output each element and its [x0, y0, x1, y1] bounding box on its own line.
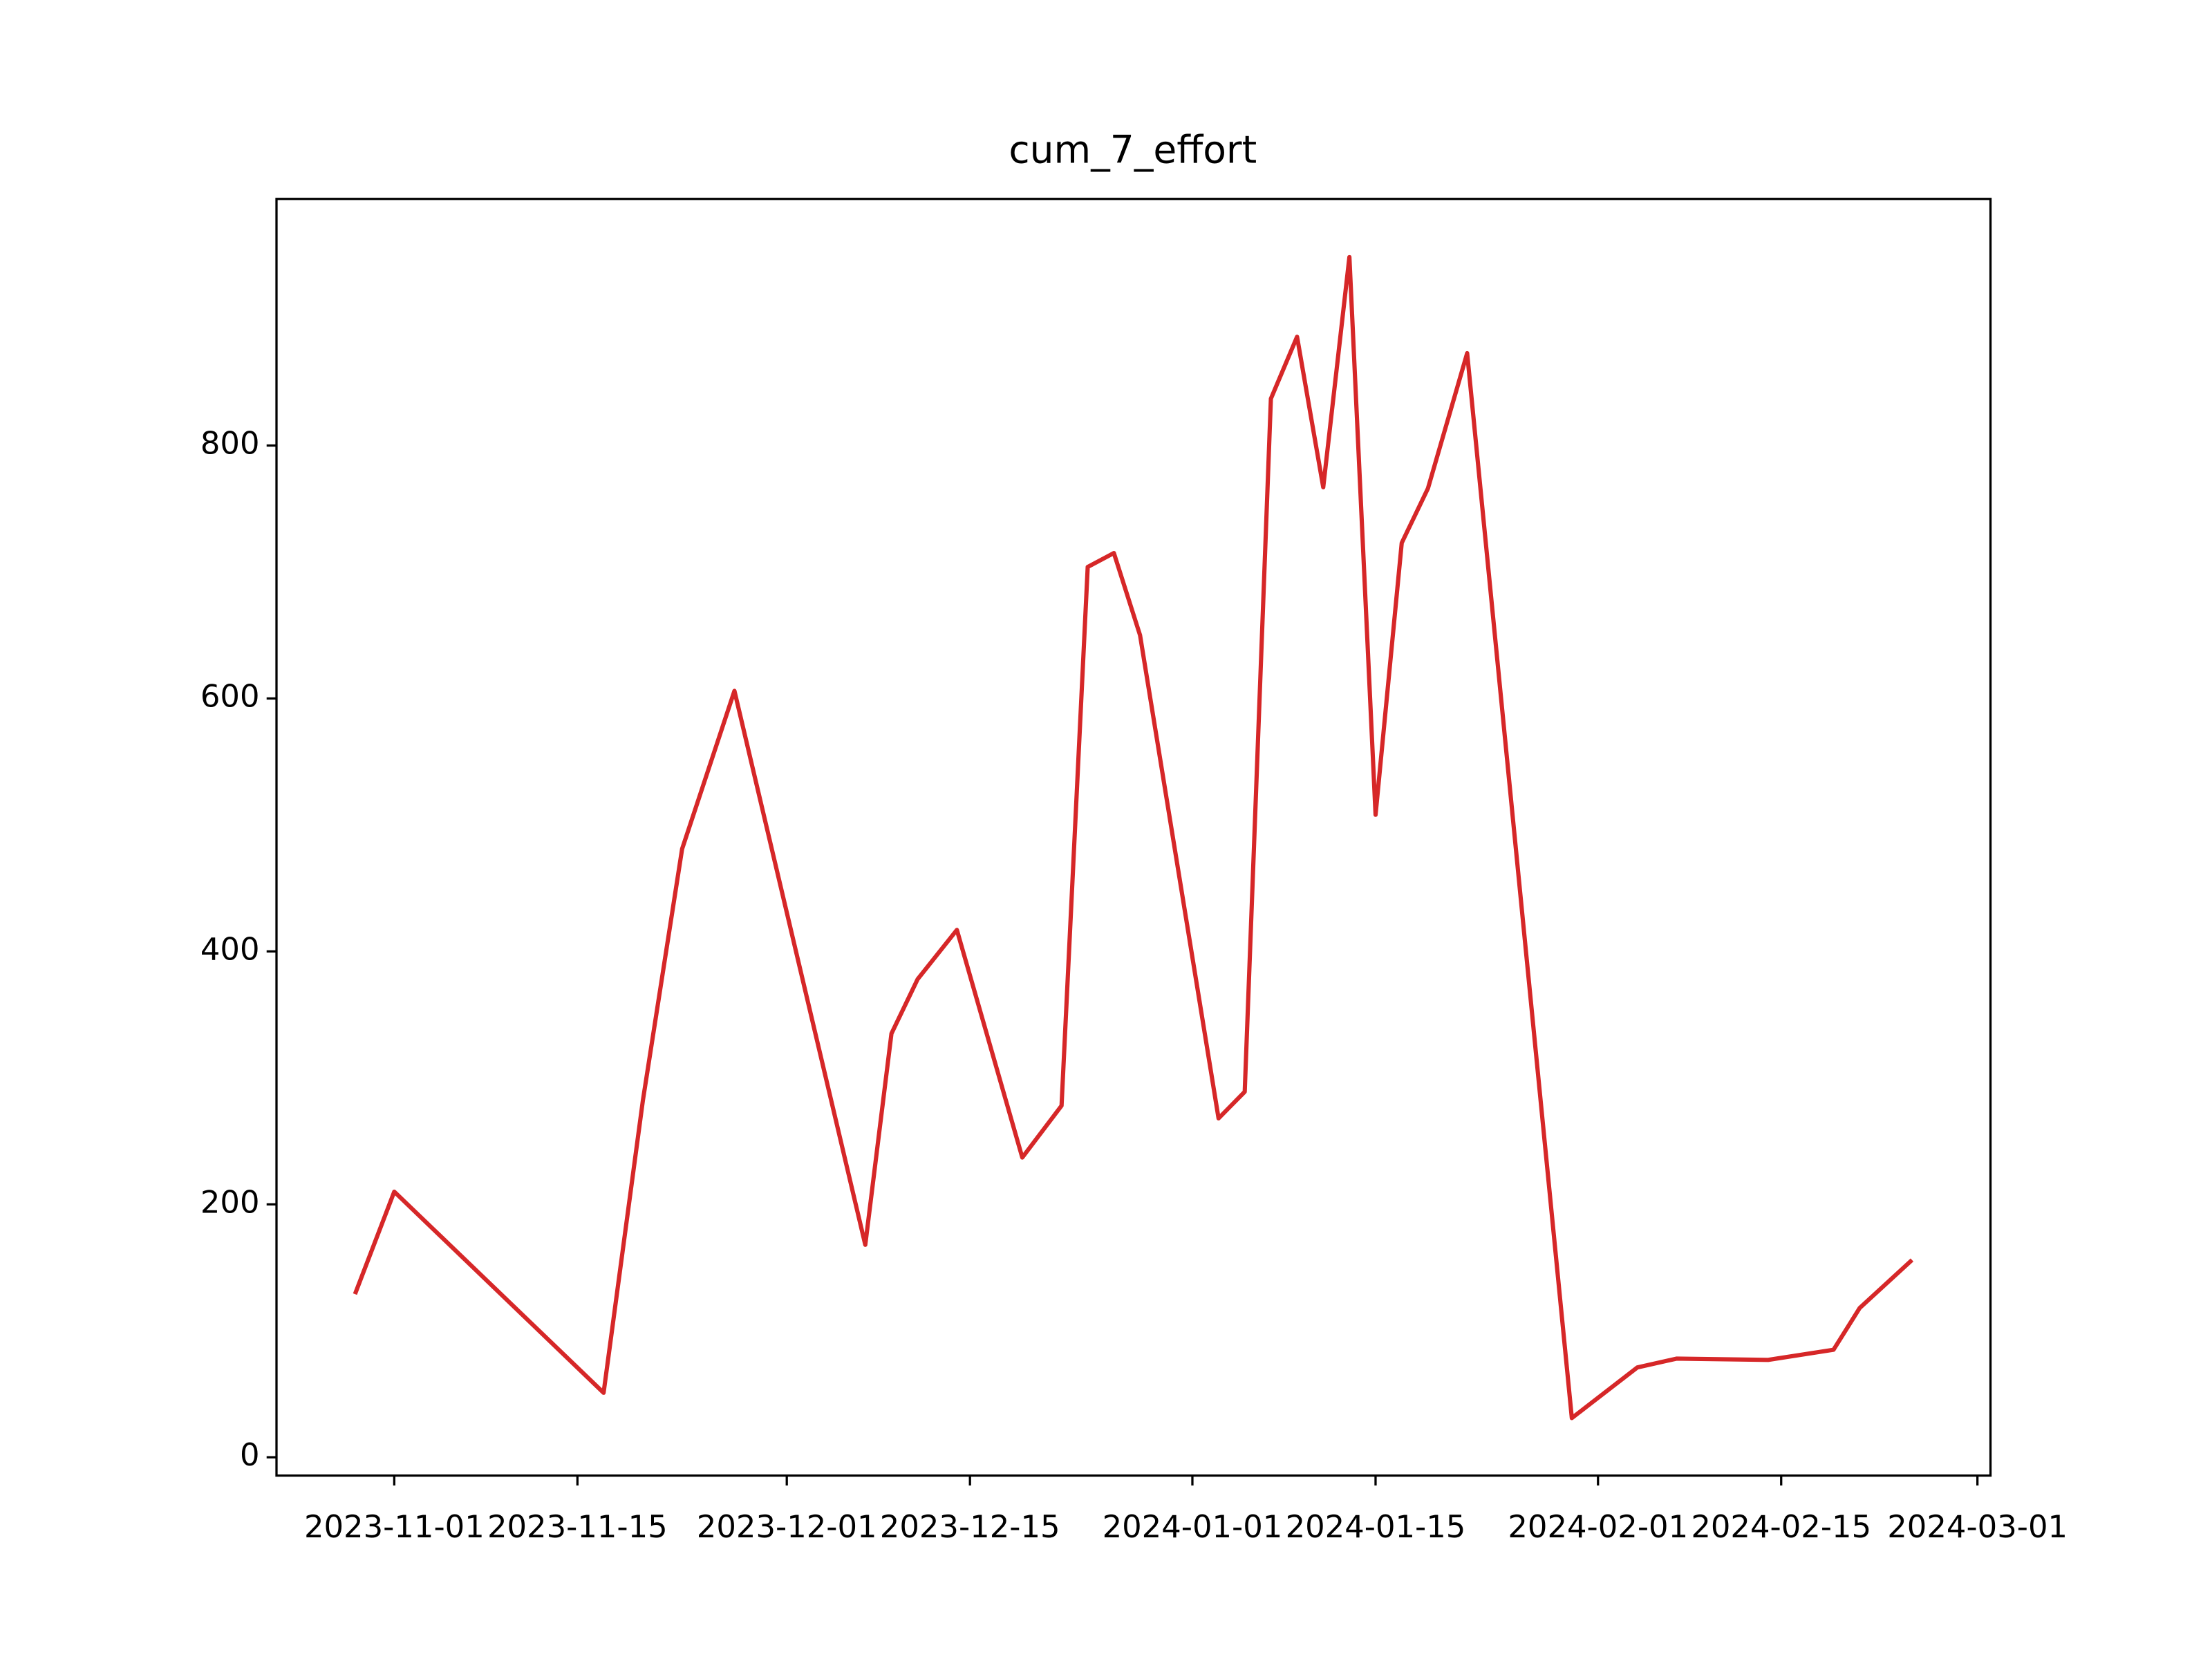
y-tick-label: 200	[200, 1183, 260, 1220]
x-tick-label: 2023-11-15	[487, 1508, 668, 1545]
y-tick-label: 0	[240, 1436, 260, 1473]
x-tick-label: 2024-01-15	[1286, 1508, 1466, 1545]
x-tick-label: 2023-12-01	[697, 1508, 877, 1545]
y-tick-label: 600	[200, 677, 260, 714]
x-tick-label: 2023-11-01	[304, 1508, 485, 1545]
plot-frame	[275, 198, 1992, 1477]
x-tick-label: 2024-03-01	[1887, 1508, 2068, 1545]
chart-title: cum_7_effort	[1009, 128, 1257, 172]
y-tick-label: 400	[200, 930, 260, 967]
x-tick-label: 2024-02-15	[1691, 1508, 1871, 1545]
x-tick-label: 2023-12-15	[880, 1508, 1060, 1545]
x-tick-label: 2024-01-01	[1103, 1508, 1283, 1545]
y-tick-label: 800	[200, 425, 260, 462]
x-tick-label: 2024-02-01	[1508, 1508, 1688, 1545]
line-series	[353, 254, 1914, 1421]
